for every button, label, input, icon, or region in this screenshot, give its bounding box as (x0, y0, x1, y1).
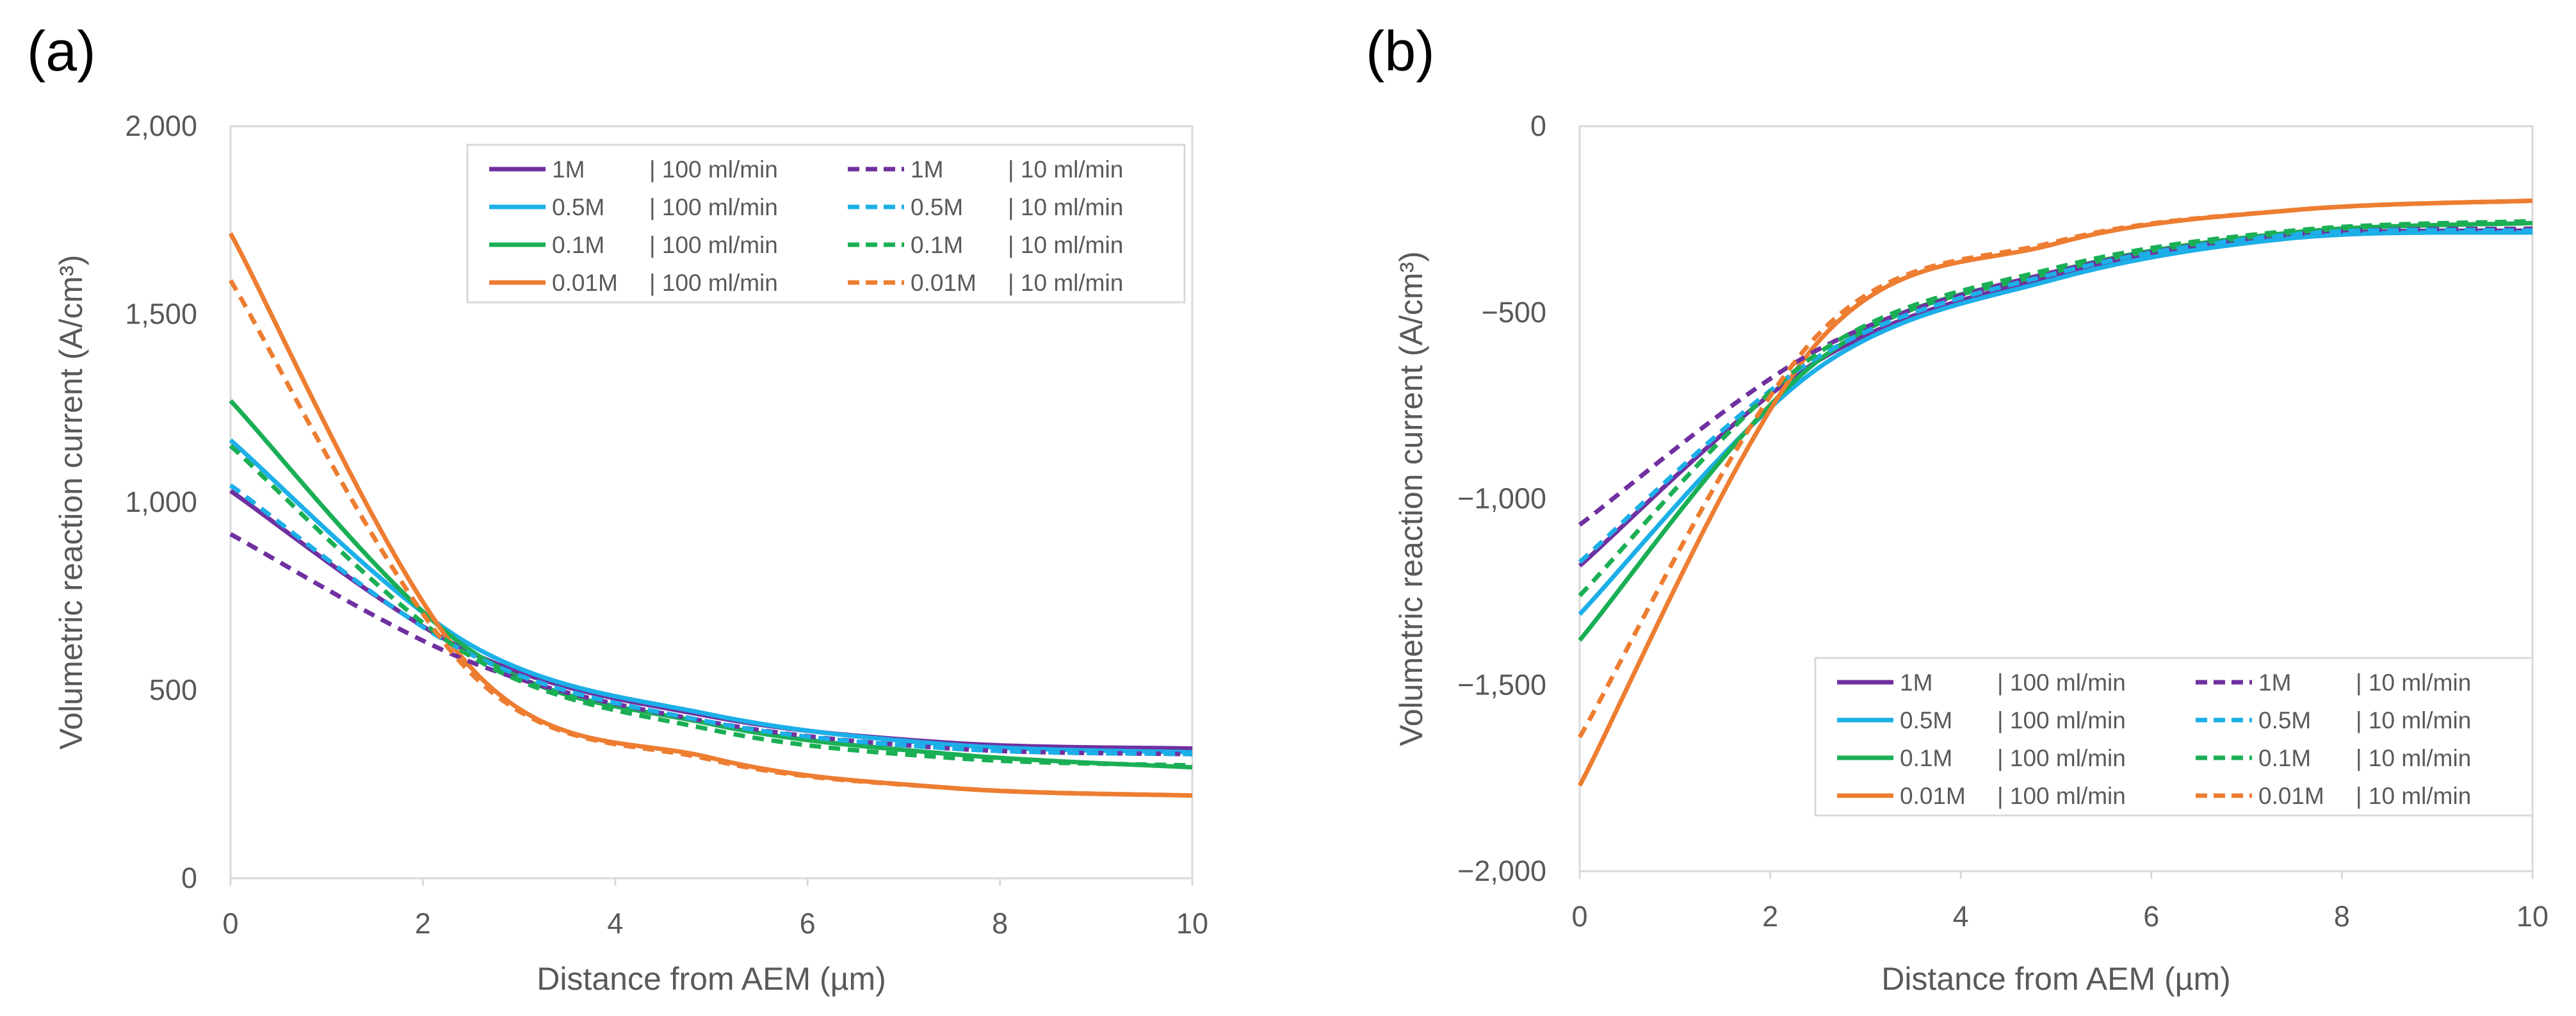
x-tick-label: 2 (415, 907, 431, 940)
y-tick-label: −500 (1482, 296, 1546, 329)
legend-flow-rate: | 100 ml/min (649, 194, 778, 220)
series-line-0.1M_10 (1578, 218, 2533, 598)
chart-panel-a: (a) 0 500 1,000 1,500 2,000 0 2 4 6 8 10 Distance fr… (27, 19, 1208, 997)
legend-series-name: 0.01M (552, 270, 618, 296)
legend-series-name: 0.01M (911, 270, 976, 296)
y-axis-title: Volumetric reaction current (A/cm³) (53, 255, 89, 750)
legend-box (1814, 657, 2534, 817)
series-line-0.5M_100 (1578, 230, 2533, 616)
chart-svg: (b) −2,000 −1,500 −1,000 −500 0 0 2 4 6 8 10 Distanc… (1366, 19, 2548, 997)
y-tick-label: 0 (181, 862, 197, 894)
legend-series-name: 0.01M (2258, 783, 2324, 809)
legend-series-name: 1M (1900, 669, 1932, 696)
y-tick-label: 500 (149, 674, 197, 707)
x-axis-title: Distance from AEM (µm) (1881, 961, 2231, 997)
x-tick-label: 4 (607, 907, 623, 940)
x-axis-title: Distance from AEM (µm) (537, 961, 886, 997)
chart-panel-b: (b) −2,000 −1,500 −1,000 −500 0 0 2 4 6 8 10 Distanc… (1288, 0, 2575, 1016)
series-line-0.5M_100 (229, 438, 1193, 755)
x-tick-label: 8 (992, 907, 1008, 940)
legend-series-name: 1M (2258, 669, 2291, 696)
legend-flow-rate: | 100 ml/min (1997, 669, 2126, 696)
x-tick-label: 10 (2516, 900, 2548, 933)
legend-series-name: 0.5M (1900, 707, 1952, 733)
legend-series-name: 0.1M (2258, 745, 2311, 771)
series-line-1M_100 (229, 489, 1193, 751)
legend-series-name: 0.5M (911, 194, 963, 220)
legend-flow-rate: | 10 ml/min (1008, 270, 1123, 296)
legend-flow-rate: | 100 ml/min (1997, 745, 2126, 771)
legend-flow-rate: | 10 ml/min (2356, 707, 2471, 733)
x-tick-label: 4 (1953, 900, 1969, 933)
y-axis-title: Volumetric reaction current (A/cm³) (1393, 251, 1429, 746)
panel-label: (a) (27, 19, 96, 83)
legend-series-name: 0.1M (1900, 745, 1952, 771)
legend-flow-rate: | 100 ml/min (1997, 783, 2126, 809)
legend-flow-rate: | 10 ml/min (2356, 783, 2471, 809)
y-tick-label: 1,000 (125, 486, 197, 518)
legend-flow-rate: | 10 ml/min (1008, 194, 1123, 220)
legend-series-name: 0.01M (1900, 783, 1966, 809)
legend-flow-rate: | 100 ml/min (649, 270, 778, 296)
plot-area-frame (1578, 125, 2534, 873)
y-tick-label: −1,500 (1457, 668, 1546, 701)
legend-series-name: 0.1M (552, 232, 604, 258)
legend-series-name: 0.1M (911, 232, 963, 258)
legend-flow-rate: | 10 ml/min (1008, 156, 1123, 183)
x-tick-label: 0 (222, 907, 238, 940)
legend-flow-rate: | 100 ml/min (649, 232, 778, 258)
y-tick-label: 1,500 (125, 298, 197, 331)
y-tick-label: 0 (1530, 110, 1546, 142)
legend-flow-rate: | 10 ml/min (2356, 669, 2471, 696)
legend-series-name: 1M (911, 156, 943, 183)
series-line-0.5M_10 (1578, 227, 2533, 564)
x-tick-label: 6 (2143, 900, 2159, 933)
legend-series-name: 0.5M (2258, 707, 2311, 733)
series-line-0.1M_10 (229, 444, 1193, 768)
panel-label: (b) (1366, 19, 1435, 83)
legend-series-name: 1M (552, 156, 585, 183)
x-tick-label: 2 (1762, 900, 1778, 933)
x-tick-label: 10 (1176, 907, 1208, 940)
x-tick-label: 8 (2334, 900, 2350, 933)
y-tick-label: 2,000 (125, 110, 197, 142)
chart-svg: (a) 0 500 1,000 1,500 2,000 0 2 4 6 8 10 Distance fr… (27, 19, 1208, 997)
x-tick-label: 0 (1571, 900, 1587, 933)
plot-area-frame (229, 125, 1194, 880)
legend-flow-rate: | 10 ml/min (2356, 745, 2471, 771)
legend-box (466, 143, 1186, 304)
series-line-0.01M_100 (228, 232, 1193, 798)
legend-series-name: 0.5M (552, 194, 604, 220)
x-tick-label: 6 (800, 907, 816, 940)
legend-flow-rate: | 10 ml/min (1008, 232, 1123, 258)
series-line-0.5M_10 (229, 483, 1193, 757)
y-tick-label: −2,000 (1457, 855, 1546, 887)
y-tick-label: −1,000 (1457, 482, 1546, 515)
legend-flow-rate: | 100 ml/min (1997, 707, 2126, 733)
legend-flow-rate: | 100 ml/min (649, 156, 778, 183)
